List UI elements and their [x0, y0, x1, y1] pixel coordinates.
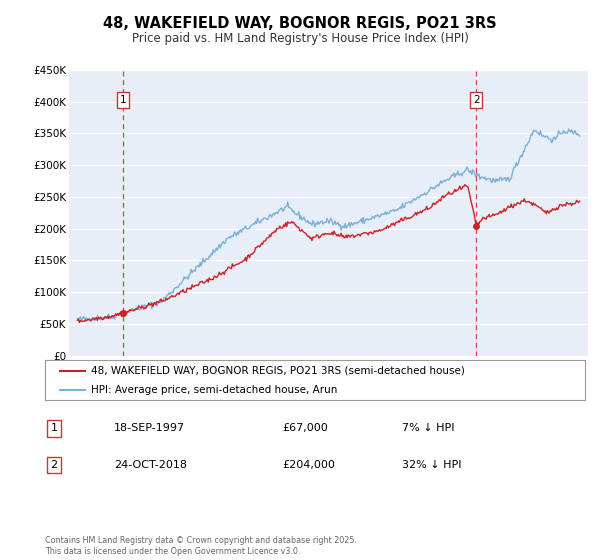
Text: 24-OCT-2018: 24-OCT-2018: [114, 460, 187, 470]
Text: 48, WAKEFIELD WAY, BOGNOR REGIS, PO21 3RS: 48, WAKEFIELD WAY, BOGNOR REGIS, PO21 3R…: [103, 16, 497, 31]
Text: 48, WAKEFIELD WAY, BOGNOR REGIS, PO21 3RS (semi-detached house): 48, WAKEFIELD WAY, BOGNOR REGIS, PO21 3R…: [91, 366, 465, 376]
Text: 2: 2: [473, 95, 479, 105]
Text: 32% ↓ HPI: 32% ↓ HPI: [402, 460, 461, 470]
Text: 1: 1: [119, 95, 126, 105]
Text: 2: 2: [50, 460, 58, 470]
Text: 18-SEP-1997: 18-SEP-1997: [114, 423, 185, 433]
Text: HPI: Average price, semi-detached house, Arun: HPI: Average price, semi-detached house,…: [91, 385, 337, 394]
Text: Price paid vs. HM Land Registry's House Price Index (HPI): Price paid vs. HM Land Registry's House …: [131, 32, 469, 45]
Text: 1: 1: [50, 423, 58, 433]
Text: £204,000: £204,000: [282, 460, 335, 470]
Text: Contains HM Land Registry data © Crown copyright and database right 2025.
This d: Contains HM Land Registry data © Crown c…: [45, 536, 357, 556]
Text: £67,000: £67,000: [282, 423, 328, 433]
Text: 7% ↓ HPI: 7% ↓ HPI: [402, 423, 455, 433]
